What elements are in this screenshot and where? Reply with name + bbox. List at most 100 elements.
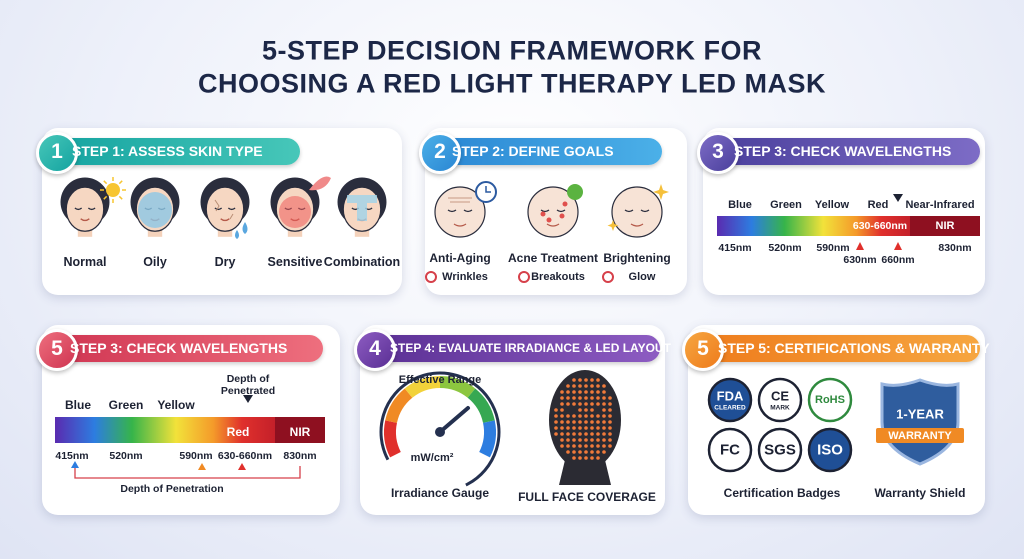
led-dot <box>578 450 582 454</box>
pointer <box>243 395 253 403</box>
gauge-rim <box>379 371 501 493</box>
label: Anti-Aging <box>429 251 491 265</box>
led-dot <box>572 444 576 448</box>
label: 590nm <box>179 450 213 462</box>
led-dot <box>566 426 570 430</box>
water-drop <box>235 230 239 239</box>
label: Blue <box>728 199 752 211</box>
label: Oily <box>143 255 167 269</box>
led-dot <box>554 432 558 436</box>
gauge-arc <box>384 420 401 458</box>
label: WARRANTY <box>888 430 952 442</box>
label: NIR <box>935 220 955 232</box>
mouth <box>630 223 644 227</box>
led-dot <box>602 384 606 388</box>
eyes <box>540 209 566 213</box>
mouth <box>80 218 90 222</box>
led-dot <box>578 420 582 424</box>
led-dot <box>566 450 570 454</box>
label: FC <box>720 441 740 459</box>
led-dot <box>578 402 582 406</box>
target-icon <box>602 271 614 283</box>
led-dot <box>578 414 582 418</box>
acne-spot <box>540 211 546 217</box>
step-number-circle <box>354 329 396 371</box>
label: Combination <box>323 255 401 269</box>
label: CHOOSING A RED LIGHT THERAPY LED MASK <box>197 68 827 99</box>
depth-arrow <box>74 466 301 479</box>
led-dot <box>578 456 582 460</box>
nir-band <box>275 417 325 443</box>
led-dot <box>596 378 600 382</box>
mouth <box>220 218 230 222</box>
led-dot <box>608 420 612 424</box>
step-pill <box>368 335 660 362</box>
label: Yellow <box>157 398 195 412</box>
led-dot <box>578 444 582 448</box>
led-dot <box>566 390 570 394</box>
led-dot <box>554 426 558 430</box>
face <box>65 186 105 232</box>
led-dot <box>584 438 588 442</box>
led-dot <box>560 414 564 418</box>
label: FDA <box>716 388 744 404</box>
led-dot <box>554 414 558 418</box>
led-dot <box>602 396 606 400</box>
led-dot <box>572 402 576 406</box>
led-dot <box>584 432 588 436</box>
label: SGS <box>764 441 796 459</box>
label: Acne Treatment <box>507 251 599 265</box>
label: Red <box>226 425 250 439</box>
led-dot <box>584 378 588 382</box>
step-number-circle <box>697 132 739 174</box>
led-dot <box>566 414 570 418</box>
label: Blue <box>64 398 92 412</box>
label: FULL FACE COVERAGE <box>518 490 656 504</box>
led-dot <box>596 420 600 424</box>
step-number-circle <box>419 132 461 174</box>
led-dot <box>596 426 600 430</box>
acne-spot <box>562 201 568 207</box>
arrowhead <box>71 461 79 468</box>
label: Depth of Penetrated <box>220 373 276 397</box>
label: Dry <box>214 255 236 269</box>
led-dot <box>578 438 582 442</box>
led-dot <box>572 450 576 454</box>
step-pill <box>48 335 323 362</box>
led-dot <box>590 426 594 430</box>
led-dot <box>596 414 600 418</box>
led-dot <box>608 408 612 412</box>
led-dot <box>590 390 594 394</box>
label: CE <box>770 388 790 404</box>
step-pill <box>696 335 980 362</box>
led-dot <box>596 432 600 436</box>
led-dot <box>554 420 558 424</box>
gauge-arc <box>479 420 496 458</box>
led-dot <box>578 390 582 394</box>
oily-mask <box>138 192 172 228</box>
led-dot <box>596 390 600 394</box>
sparkle <box>607 220 619 231</box>
badge <box>807 377 853 423</box>
feather <box>309 176 331 191</box>
face <box>205 186 245 232</box>
label: 5-STEP DECISION FRAMEWORK FOR <box>261 35 763 66</box>
led-dot <box>566 384 570 388</box>
face-bg <box>527 186 579 238</box>
label: CLEARED <box>714 404 746 412</box>
label: 660nm <box>881 254 915 266</box>
led-dot <box>572 414 576 418</box>
face-bg <box>434 186 486 238</box>
led-dot <box>602 390 606 394</box>
led-dot <box>578 426 582 430</box>
led-dot <box>602 402 606 406</box>
label: 1 <box>51 140 63 163</box>
label: ISO <box>817 441 843 459</box>
led-dot <box>608 444 612 448</box>
label: Warranty Shield <box>874 486 966 500</box>
led-dot <box>560 408 564 412</box>
label: mW/cm² <box>410 452 454 464</box>
label: Green <box>108 398 144 412</box>
